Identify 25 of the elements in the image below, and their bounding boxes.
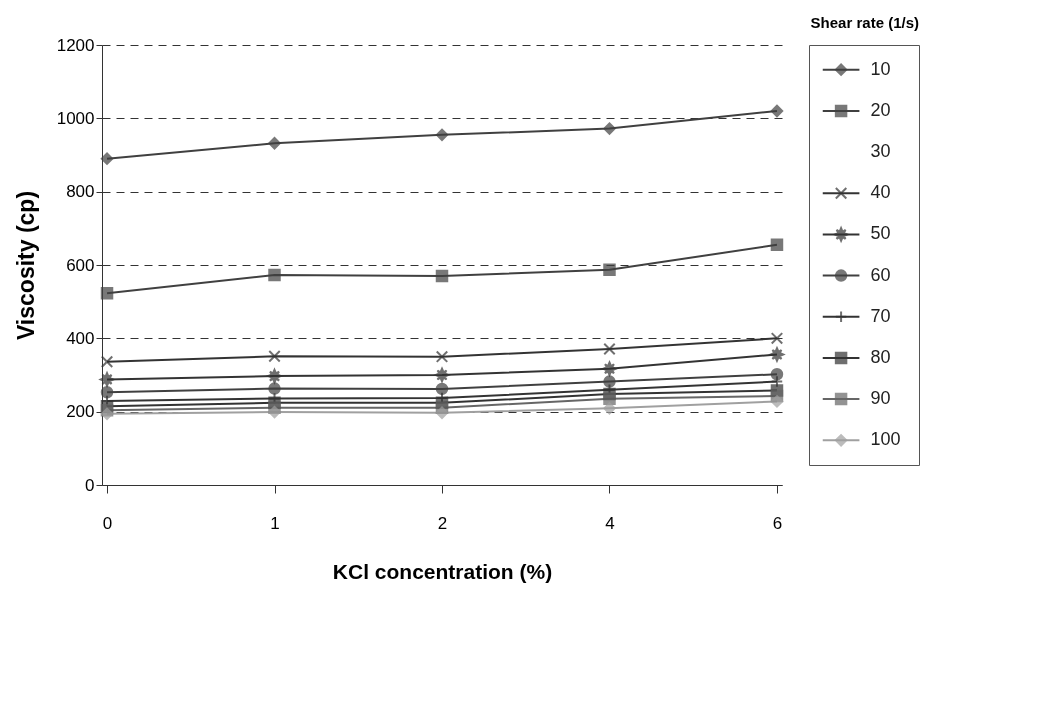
legend-title: Shear rate (1/s) [810,14,919,31]
legend-label: 100 [870,429,901,450]
y-tick-label: 0 [85,475,95,495]
legend-label: 10 [870,58,891,79]
y-tick-label: 600 [66,255,95,275]
y-tick-label: 400 [66,328,95,348]
legend-label: 20 [870,99,891,120]
legend-label: 80 [870,346,891,367]
y-tick-label: 1000 [56,108,95,128]
x-tick-label: 4 [605,513,615,533]
y-axis-title: Viscosity (cp) [12,190,39,341]
x-tick-label: 2 [437,513,448,533]
legend-label: 90 [870,388,891,409]
y-tick-label: 800 [66,182,95,202]
y-tick-label: 200 [66,402,95,422]
legend-label: 40 [870,182,891,203]
x-tick-label: 6 [772,513,783,533]
x-tick-label: 0 [102,513,113,533]
legend-label: 60 [870,264,891,285]
legend-label: 50 [870,223,891,244]
y-tick-label: 1200 [56,35,95,55]
text: 30 [870,141,891,162]
x-axis-title: KCl concentration (%) [332,559,553,583]
x-tick-label: 1 [270,513,280,533]
legend-label: 70 [870,305,891,326]
